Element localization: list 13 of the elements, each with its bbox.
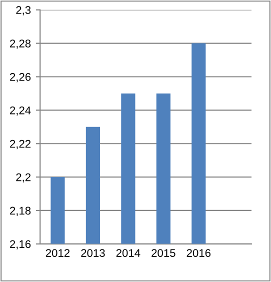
x-tick-label: 2015 [152, 249, 176, 257]
x-tick-label: 2012 [46, 249, 70, 257]
y-tick-label: 2,18 [10, 206, 31, 216]
y-tick-label: 2,26 [10, 73, 31, 82]
y-tick-label: 2,2 [16, 173, 31, 183]
x-tick-label: 2016 [186, 249, 211, 257]
x-tick-label: 2013 [81, 249, 105, 257]
y-tick-label: 2,24 [10, 106, 31, 116]
y-tick-label: 2,16 [10, 240, 31, 250]
y-tick-label: 2,22 [10, 140, 31, 150]
y-tick-label: 2,3 [16, 6, 31, 16]
x-tick-label: 2014 [116, 249, 140, 257]
y-tick-label: 2,28 [10, 40, 31, 49]
